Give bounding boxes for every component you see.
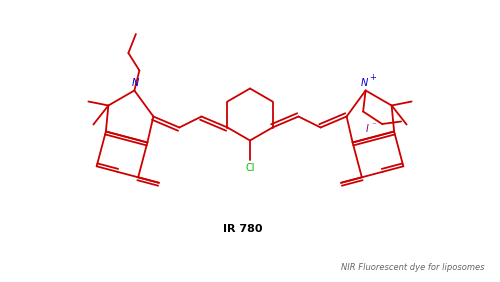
Text: N: N <box>361 78 368 89</box>
Text: IR 780: IR 780 <box>222 224 262 235</box>
Text: +: + <box>369 73 376 82</box>
Text: Cl: Cl <box>245 163 255 173</box>
Text: I: I <box>366 124 368 134</box>
Text: N: N <box>132 78 139 89</box>
Text: NIR Fluorescent dye for liposomes: NIR Fluorescent dye for liposomes <box>342 263 485 272</box>
Text: ⁻: ⁻ <box>372 122 376 131</box>
